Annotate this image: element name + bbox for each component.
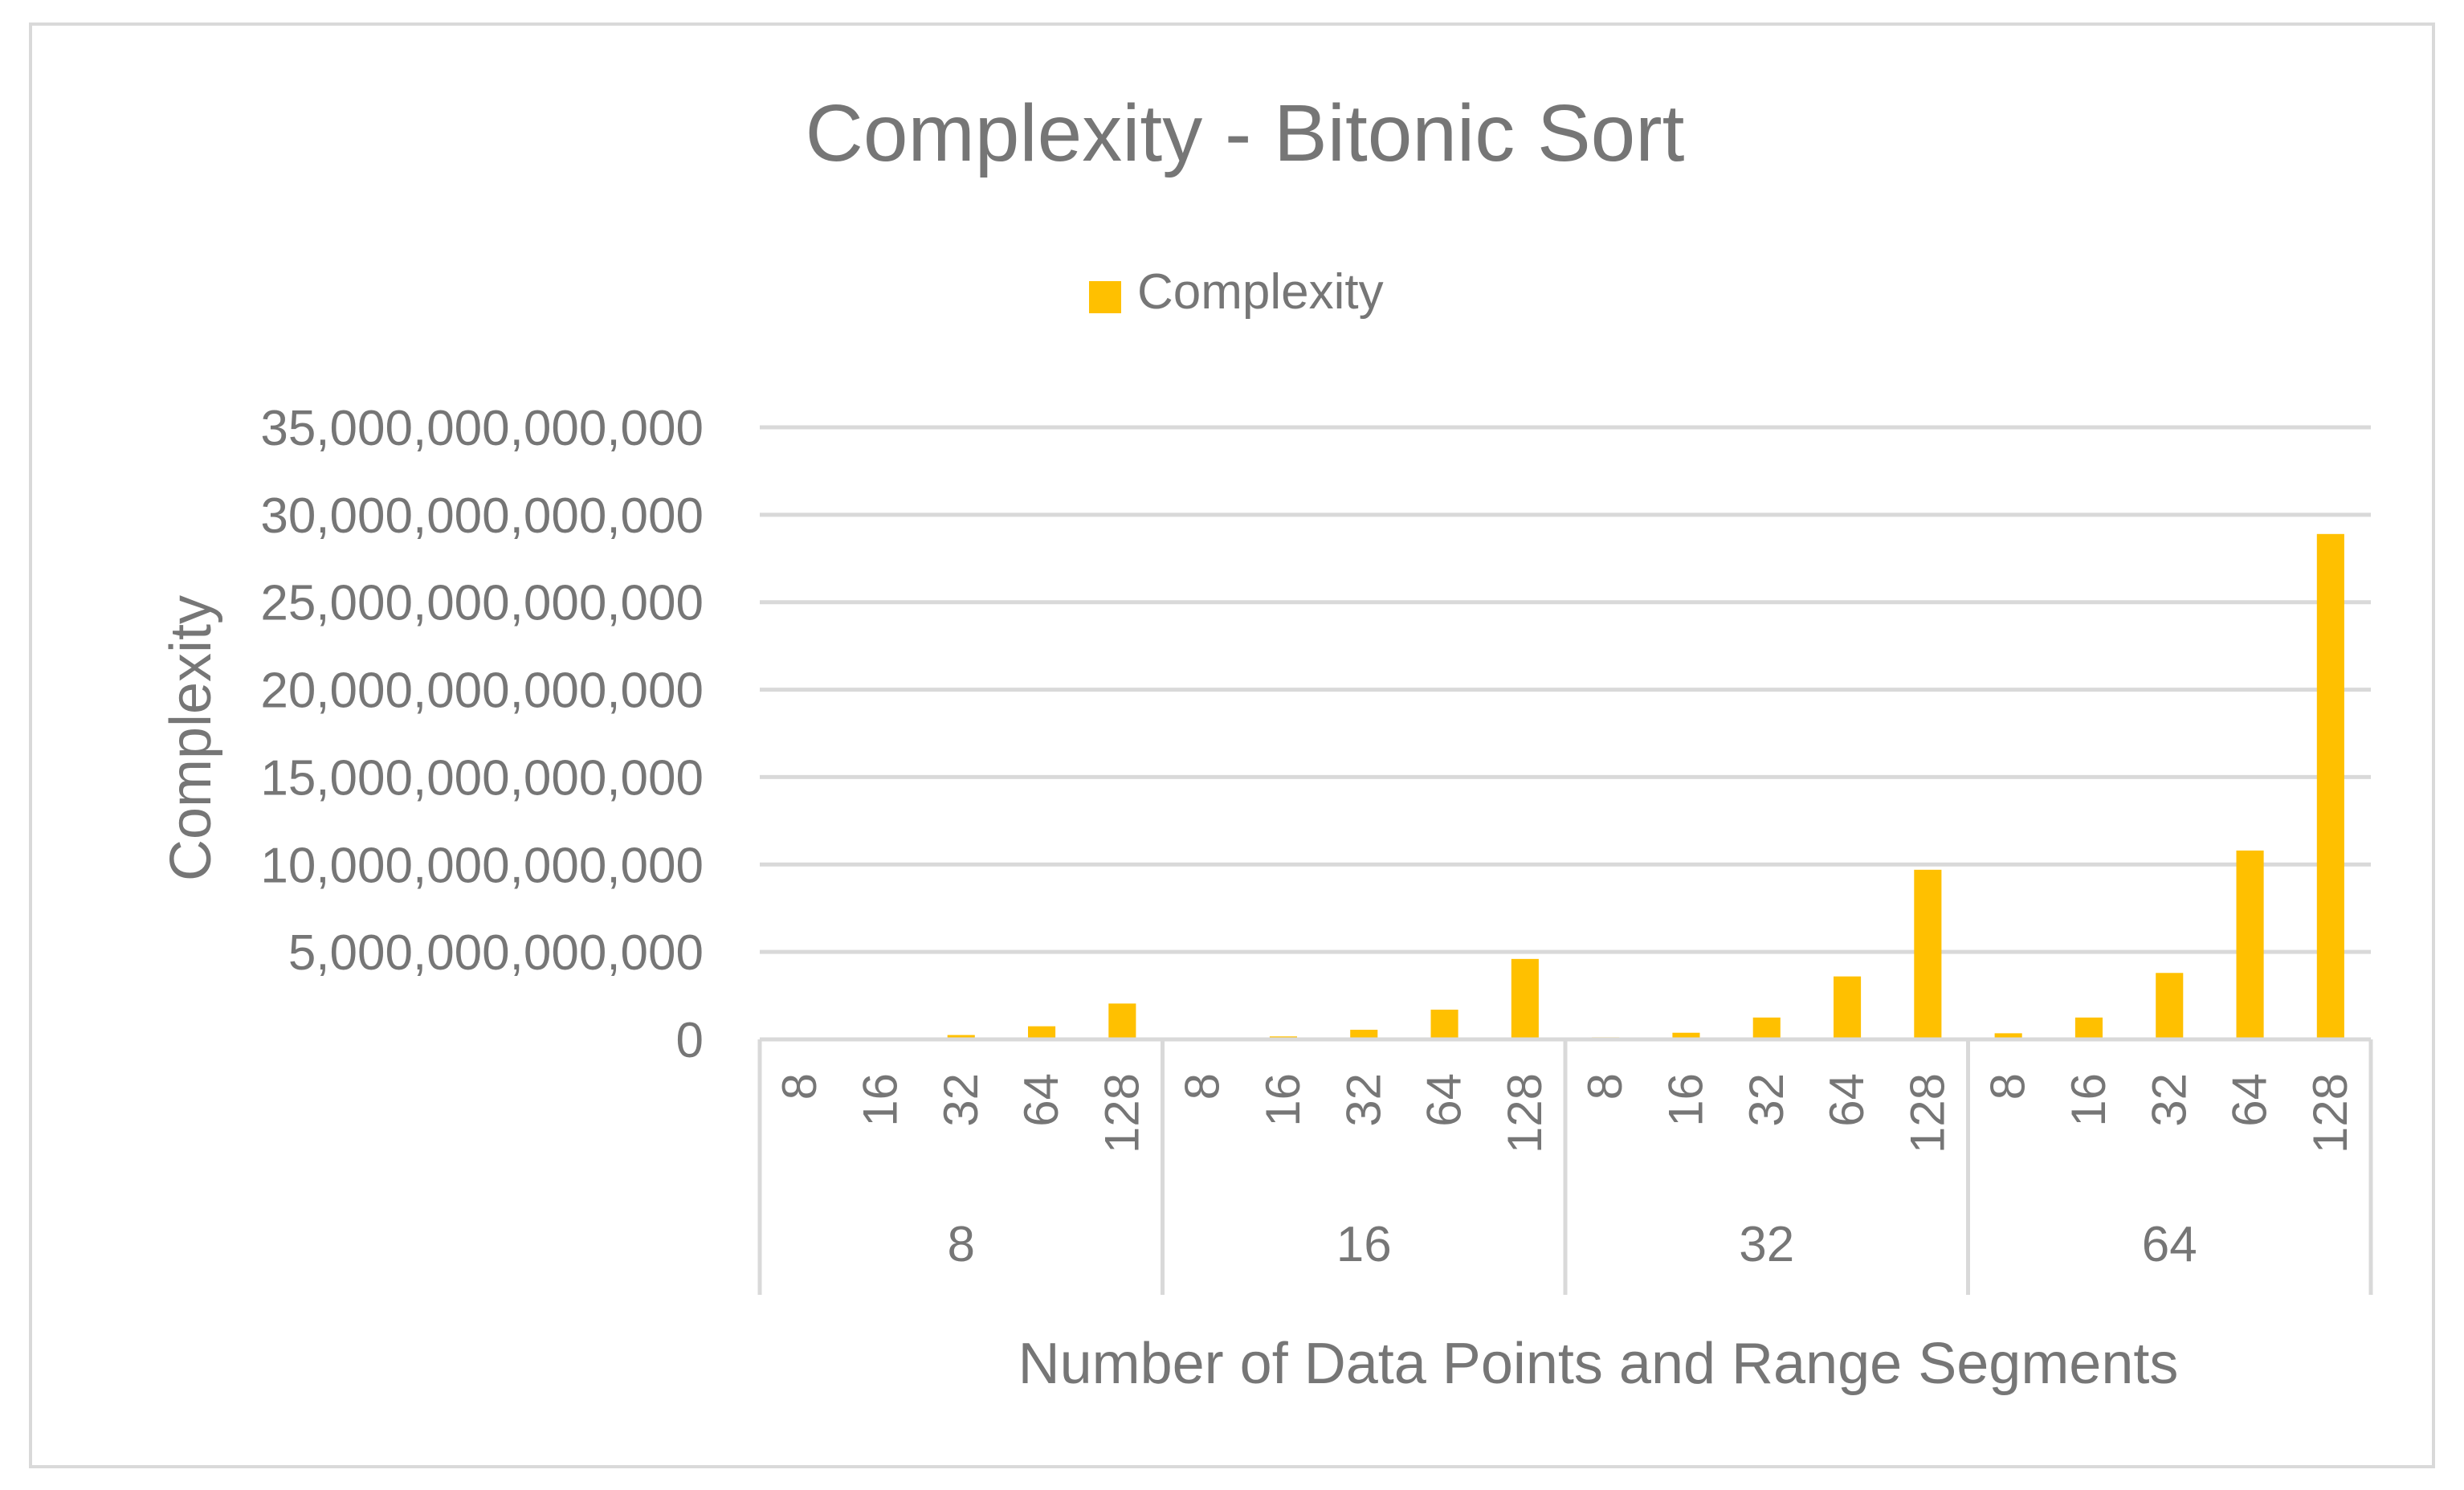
x-axis-label: Number of Data Points and Range Segments <box>1018 1332 2179 1396</box>
bar <box>1108 1003 1136 1039</box>
chart-frame: Complexity - Bitonic Sort Complexity 0 5,… <box>29 22 2435 1468</box>
bar <box>1914 869 1942 1039</box>
x-tick-label: 64 <box>1418 1073 1471 1127</box>
y-tick-label: 5,000,000,000,000 <box>288 925 704 981</box>
x-group-label: 32 <box>1739 1217 1794 1272</box>
x-tick-label: 64 <box>1014 1073 1068 1127</box>
bar <box>2316 533 2344 1039</box>
bar <box>1752 1017 1781 1039</box>
x-tick-label: 8 <box>773 1073 826 1100</box>
x-tick-label: 128 <box>1095 1073 1148 1153</box>
x-tick-label: 32 <box>2142 1073 2196 1127</box>
x-group-label: 64 <box>2142 1217 2197 1272</box>
bar <box>2236 850 2264 1039</box>
gridlines <box>760 425 2371 954</box>
y-tick-label: 30,000,000,000,000 <box>260 488 704 544</box>
bar <box>1511 958 1539 1039</box>
legend-swatch <box>1089 281 1121 313</box>
x-tick-label: 32 <box>934 1073 988 1127</box>
bar <box>1994 1033 2022 1039</box>
bar <box>1027 1026 1056 1039</box>
x-tick-label: 128 <box>1498 1073 1552 1153</box>
bar <box>2156 973 2184 1039</box>
y-tick-label: 0 <box>676 1013 704 1068</box>
y-tick-label: 15,000,000,000,000 <box>260 750 704 806</box>
x-tick-label: 128 <box>1900 1073 1954 1153</box>
x-tick-label: 16 <box>1658 1073 1712 1127</box>
y-axis-label: Complexity <box>159 595 223 881</box>
x-tick-label: 128 <box>2303 1073 2357 1153</box>
x-tick-label: 8 <box>1578 1073 1632 1100</box>
bars <box>786 533 2344 1039</box>
y-tick-label: 20,000,000,000,000 <box>260 663 704 719</box>
bar <box>1672 1032 1700 1039</box>
x-axis: 8 16 32 64 128 8 8 16 32 64 128 16 8 16 32 64 128 32 8 16 32… <box>757 1037 2373 1295</box>
y-tick-label: 10,000,000,000,000 <box>260 838 704 893</box>
y-axis-ticks: 0 5,000,000,000,000 10,000,000,000,000 15,0… <box>260 401 704 1068</box>
bar <box>1833 976 1862 1039</box>
y-tick-label: 35,000,000,000,000 <box>260 401 704 456</box>
x-group-label: 16 <box>1336 1217 1392 1272</box>
x-tick-label: 8 <box>1176 1073 1230 1100</box>
legend: Complexity <box>1089 264 1384 320</box>
x-tick-label: 8 <box>1981 1073 2035 1100</box>
bar <box>947 1035 975 1039</box>
bar <box>2074 1017 2103 1039</box>
x-group-label: 8 <box>948 1217 975 1272</box>
legend-entry: Complexity <box>1137 264 1384 320</box>
chart: Complexity - Bitonic Sort Complexity 0 5,… <box>159 88 2373 1396</box>
x-tick-label: 16 <box>853 1073 907 1127</box>
bar <box>1430 1009 1458 1039</box>
x-tick-label: 64 <box>1820 1073 1874 1127</box>
bar <box>1350 1030 1378 1039</box>
x-tick-label: 16 <box>2062 1073 2115 1127</box>
y-tick-label: 25,000,000,000,000 <box>260 576 704 631</box>
x-tick-label: 32 <box>1740 1073 1793 1127</box>
x-tick-label: 16 <box>1256 1073 1310 1127</box>
x-tick-label: 32 <box>1336 1073 1390 1127</box>
x-tick-label: 64 <box>2223 1073 2277 1127</box>
chart-title: Complexity - Bitonic Sort <box>806 88 1685 178</box>
